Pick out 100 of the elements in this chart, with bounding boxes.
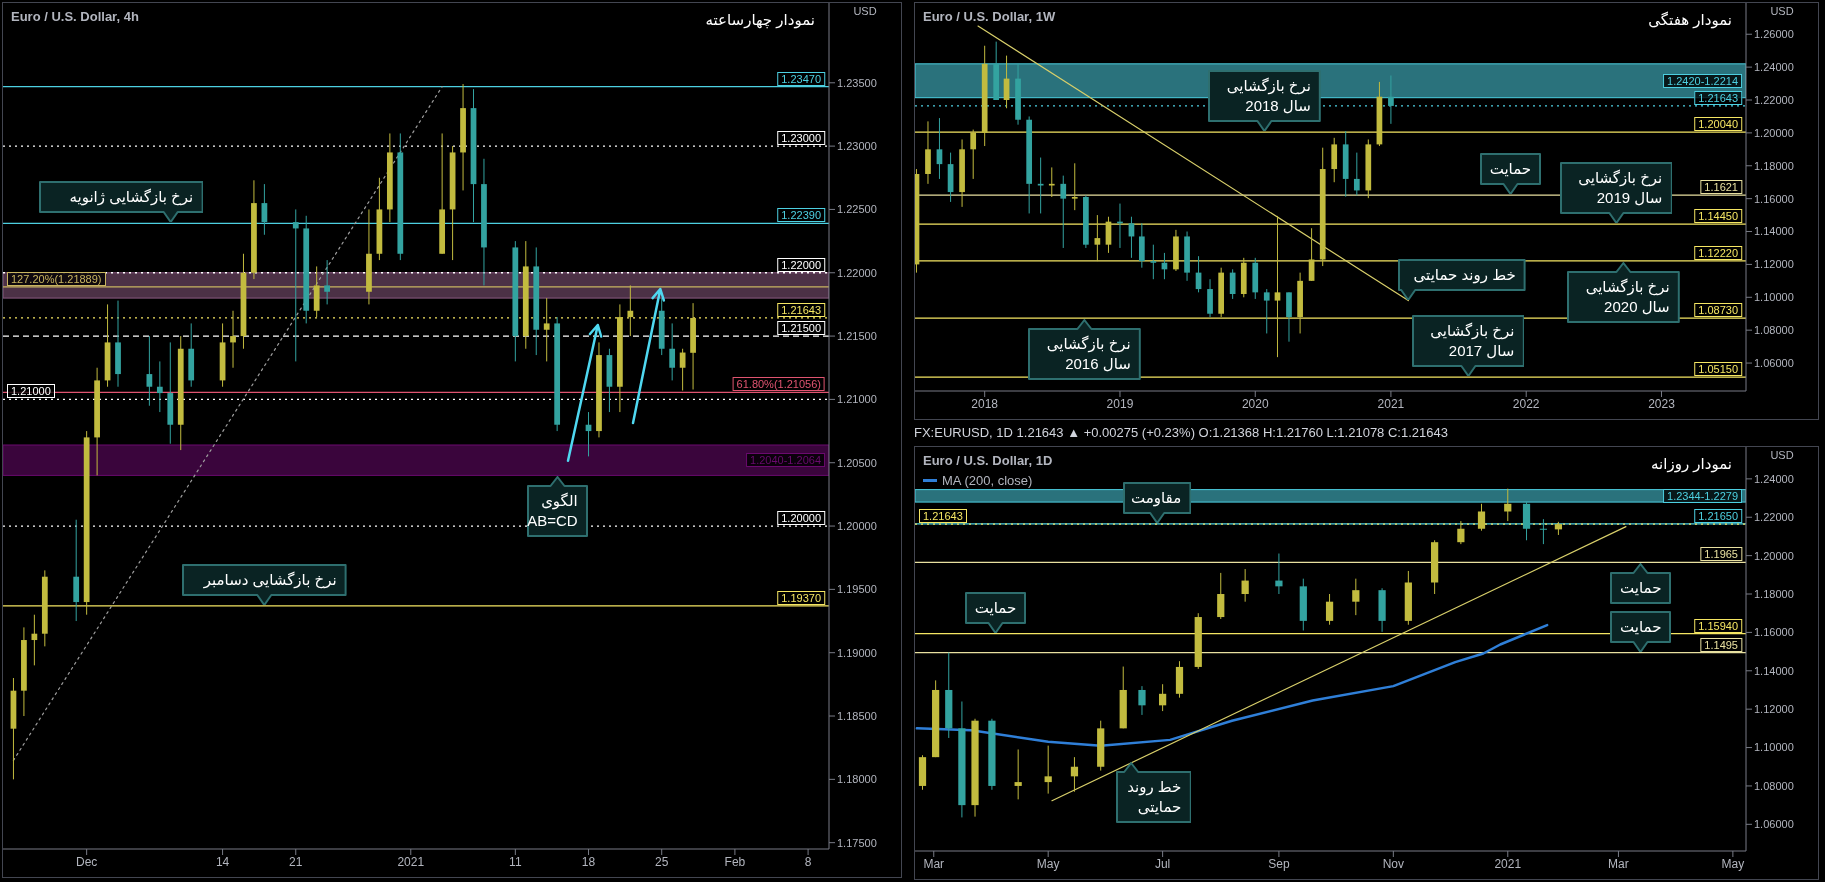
x-tick-label: 2021 <box>397 854 425 869</box>
y-tick-label: 1.20500 <box>837 456 877 469</box>
candlestick <box>1308 227 1315 282</box>
candlestick <box>1138 685 1146 716</box>
candlestick <box>1014 748 1022 800</box>
y-tick-label: 1.20000 <box>1754 549 1794 562</box>
annotation: نرخ بازگشایی سال 2018 <box>1225 76 1312 117</box>
x-tick-label: Mar <box>923 856 945 871</box>
y-tick-label: 1.08000 <box>1754 324 1794 337</box>
annotation: نرخ بازگشایی دسامبر <box>202 569 338 591</box>
ref-line-label: 1.23000 <box>777 131 825 146</box>
x-tick-label: 2019 <box>1106 396 1134 411</box>
y-tick-label: 1.20000 <box>1754 126 1794 139</box>
y-tick-label: 1.06000 <box>1754 356 1794 369</box>
y-tick-label: 1.17500 <box>837 836 877 849</box>
x-tick-label: 14 <box>215 854 230 869</box>
ref-line-label: 1.1621 <box>1700 180 1742 195</box>
annotation: حمایت <box>1488 159 1533 180</box>
y-tick-label: 1.19000 <box>837 646 877 659</box>
candlestick <box>1352 578 1360 616</box>
y-axis-title: USD <box>1769 5 1795 17</box>
annotation: نرخ بازگشایی سال 2016 <box>1045 334 1132 375</box>
y-tick-label: 1.16000 <box>1754 626 1794 639</box>
ref-line-label: 1.22390 <box>777 208 825 223</box>
y-tick-label: 1.24000 <box>1754 472 1794 485</box>
annotation: نمودار هفتگی <box>1648 11 1732 29</box>
annotation: نرخ بازگشایی سال 2017 <box>1429 321 1516 361</box>
x-tick-label: Feb <box>724 854 746 869</box>
band-label: 1.2344-1.2279 <box>1663 488 1742 503</box>
y-tick-label: 1.18000 <box>1754 159 1794 172</box>
candlestick <box>1274 215 1281 358</box>
y-tick-label: 1.21000 <box>837 393 877 406</box>
x-tick-label: 2018 <box>971 396 999 411</box>
y-tick-label: 1.24000 <box>1754 61 1794 74</box>
x-tick-label: 2021 <box>1494 856 1522 871</box>
ref-line-label: 1.21643 <box>1694 90 1742 105</box>
y-tick-label: 1.08000 <box>1754 779 1794 792</box>
x-tick-label: 2021 <box>1377 396 1405 411</box>
ref-line-label: 1.21650 <box>1694 508 1742 523</box>
y-tick-label: 1.19500 <box>837 583 877 596</box>
candlestick <box>1217 572 1225 620</box>
y-tick-label: 1.22000 <box>837 266 877 279</box>
candlestick <box>1159 683 1167 712</box>
x-tick-label: 11 <box>509 854 522 869</box>
ref-line-label: 1.1965 <box>1700 547 1742 562</box>
x-tick-label: 2023 <box>1648 396 1676 411</box>
annotation: نرخ بازگشایی سال 2020 <box>1584 276 1671 317</box>
candlestick <box>1060 175 1067 249</box>
x-tick-label: 2022 <box>1512 396 1540 411</box>
candlestick <box>1071 162 1078 211</box>
candlestick <box>1070 756 1079 793</box>
ref-line-label: 1.20000 <box>777 511 825 526</box>
candlestick <box>1275 553 1283 595</box>
text: Euro / U.S. Dollar, 1D <box>923 453 1053 468</box>
ref-line-label: 1.05150 <box>1694 362 1742 377</box>
y-tick-label: 1.26000 <box>1754 28 1794 41</box>
x-tick-label: Nov <box>1382 856 1405 871</box>
candlestick <box>1094 214 1101 262</box>
y-tick-label: 1.23500 <box>837 76 877 89</box>
ref-line-label: 1.20040 <box>1694 117 1742 132</box>
y-tick-label: 1.23000 <box>837 140 877 153</box>
x-tick-label: May <box>1721 856 1745 871</box>
text: Euro / U.S. Dollar, 1W <box>923 9 1056 24</box>
candlestick <box>156 360 163 413</box>
ref-line-label: 1.15940 <box>1694 618 1742 633</box>
candlestick <box>970 129 977 180</box>
annotation: نرخ بازگشایی ژانویه <box>68 187 195 208</box>
candlestick <box>1241 568 1249 603</box>
y-tick-label: 1.10000 <box>1754 291 1794 304</box>
text: Euro / U.S. Dollar, 4h <box>11 9 139 24</box>
y-axis-title: USD <box>1769 449 1795 461</box>
x-tick-label: May <box>1036 856 1060 871</box>
ref-line-label: 1.21643 <box>777 302 825 317</box>
candlestick <box>1150 244 1157 280</box>
annotation: خط روند حمایتی <box>1126 777 1183 817</box>
y-tick-label: 1.06000 <box>1754 818 1794 831</box>
x-tick-label: Dec <box>75 854 98 869</box>
candlestick <box>1263 288 1270 334</box>
annotation: حمایت <box>1619 616 1663 637</box>
annotation: نمودار چهارساعته <box>705 11 815 29</box>
y-tick-label: 1.12000 <box>1754 258 1794 271</box>
x-tick-label: 18 <box>581 854 596 869</box>
annotation: حمایت <box>973 597 1018 618</box>
candlestick <box>324 259 330 305</box>
candlestick <box>1457 520 1465 545</box>
candlestick <box>292 208 299 362</box>
x-tick-label: 21 <box>289 854 303 869</box>
y-tick-label: 1.20000 <box>837 519 877 532</box>
x-tick-label: 25 <box>655 854 669 869</box>
ref-line-label: 1.22000 <box>777 257 825 272</box>
candlestick <box>1477 503 1486 532</box>
legend-label: MA (200, close) <box>942 473 1033 488</box>
ref-line-label: 61.80%(1.21056) <box>732 377 825 392</box>
ref-line-label: 1.08730 <box>1694 303 1742 318</box>
x-tick-label: 8 <box>804 854 812 869</box>
annotation: الگوی AB=CD <box>526 491 579 532</box>
y-tick-label: 1.21500 <box>837 329 877 342</box>
y-tick-label: 1.14000 <box>1754 664 1794 677</box>
ref-line-label: 1.14450 <box>1694 209 1742 224</box>
x-tick-label: Mar <box>1608 856 1629 871</box>
